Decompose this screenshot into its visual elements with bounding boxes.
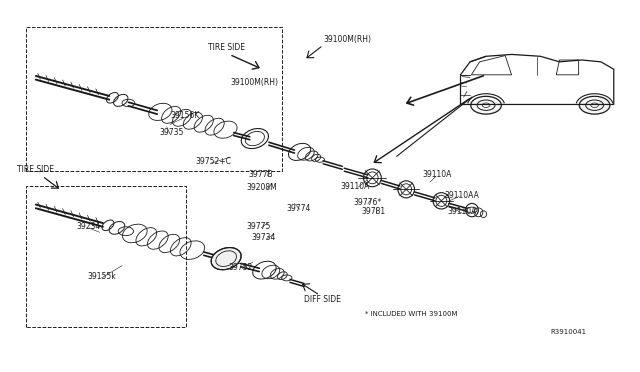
- Text: 39156K: 39156K: [170, 111, 199, 120]
- Text: DIFF SIDE: DIFF SIDE: [304, 295, 341, 304]
- Text: 39110A: 39110A: [340, 182, 370, 190]
- Text: 39110A: 39110A: [422, 170, 452, 179]
- Text: * INCLUDED WITH 39100M: * INCLUDED WITH 39100M: [365, 311, 457, 317]
- Text: 39752: 39752: [228, 263, 252, 272]
- Text: 39734: 39734: [252, 233, 276, 243]
- Text: 39781: 39781: [362, 208, 386, 217]
- Text: TIRE SIDE: TIRE SIDE: [17, 165, 54, 174]
- Text: R3910041: R3910041: [550, 329, 586, 336]
- Text: 39735: 39735: [159, 128, 184, 137]
- Text: 39775: 39775: [246, 222, 271, 231]
- Text: 39100M(RH): 39100M(RH): [230, 78, 278, 87]
- Text: TIRE SIDE: TIRE SIDE: [208, 42, 245, 51]
- Circle shape: [470, 96, 501, 114]
- Ellipse shape: [211, 247, 241, 270]
- Text: 39155k: 39155k: [87, 272, 116, 281]
- Text: 39110A: 39110A: [448, 208, 477, 217]
- Text: 39774: 39774: [287, 204, 311, 213]
- Text: 39110AA: 39110AA: [445, 191, 479, 200]
- Text: 39100M(RH): 39100M(RH): [323, 35, 371, 44]
- Text: 39752+C: 39752+C: [195, 157, 231, 166]
- Text: 39776*: 39776*: [354, 198, 382, 207]
- Text: 39234: 39234: [76, 222, 100, 231]
- Circle shape: [579, 96, 610, 114]
- Text: 39208M: 39208M: [246, 183, 277, 192]
- Text: 3977B: 3977B: [248, 170, 273, 179]
